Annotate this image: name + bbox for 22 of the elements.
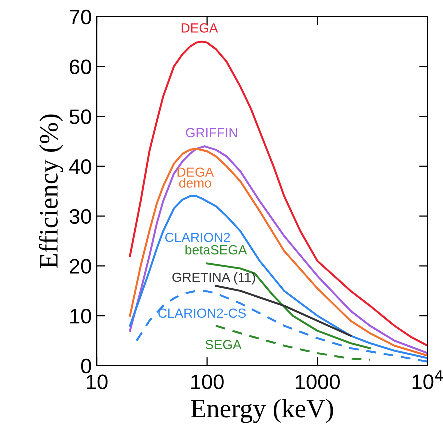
- y-tick-label: 40: [69, 159, 92, 174]
- series-label: CLARION2-CS: [158, 308, 246, 318]
- series-label: betaSEGA: [186, 245, 248, 255]
- y-tick-label: 70: [70, 10, 92, 25]
- series-label: GRIFFIN: [186, 128, 238, 138]
- y-tick-label: 30: [70, 209, 92, 224]
- series-label: GRETINA (11): [172, 272, 256, 285]
- x-tick-label: 100: [192, 374, 224, 390]
- series-label: SEGA: [206, 340, 242, 350]
- series-label: DEGA demo: [178, 168, 214, 188]
- x-tick-label: 10: [87, 374, 108, 390]
- x-axis-title: Energy (keV): [191, 399, 334, 424]
- y-tick-label: 60: [70, 60, 92, 74]
- y-tick-label: 0: [81, 358, 92, 374]
- y-axis-title: Efficiency (%): [39, 114, 64, 268]
- x-tick-label: 10$^{4}$: [412, 370, 443, 390]
- series-label: DEGA: [182, 24, 218, 33]
- x-tick-label: 1000: [296, 374, 340, 390]
- series-label: CLARION2: [165, 232, 230, 242]
- y-tick-label: 10: [70, 309, 92, 324]
- y-tick-label: 20: [70, 259, 92, 274]
- y-tick-label: 50: [70, 110, 92, 124]
